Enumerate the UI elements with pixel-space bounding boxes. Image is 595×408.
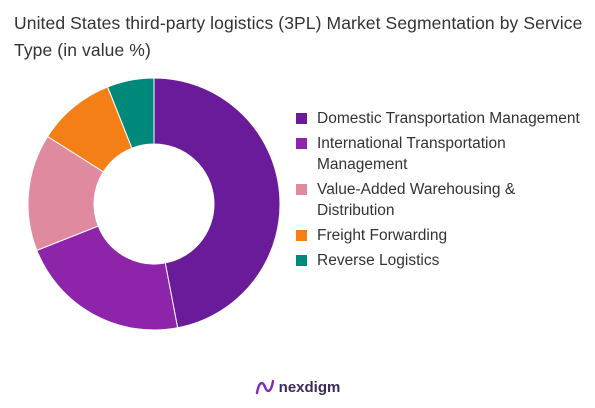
legend-swatch [296, 184, 307, 195]
legend-swatch [296, 255, 307, 266]
legend-item-4: Freight Forwarding [296, 225, 586, 246]
legend-label: Value-Added Warehousing & Distribution [317, 181, 516, 219]
legend-label: Domestic Transportation Management [317, 110, 580, 127]
brand-name: nexdigm [278, 378, 341, 396]
brand-footer: nexdigm [0, 377, 595, 397]
legend-label: Freight Forwarding [317, 227, 448, 244]
legend-swatch [296, 230, 307, 241]
legend-swatch [296, 113, 307, 124]
chart-legend: Domestic Transportation Management Intern… [296, 108, 586, 275]
legend-item-2: International Transportation Management [296, 133, 586, 175]
legend-item-3: Value-Added Warehousing & Distribution [296, 179, 586, 221]
legend-item-1: Domestic Transportation Management [296, 108, 586, 129]
legend-label: International Transportation Management [317, 135, 506, 173]
nexdigm-logo-icon [255, 379, 274, 395]
chart-title: United States third-party logistics (3PL… [14, 13, 583, 60]
legend-swatch [296, 138, 307, 149]
legend-label: Reverse Logistics [317, 252, 440, 269]
legend-item-5: Reverse Logistics [296, 250, 586, 271]
donut-slice-5 [106, 77, 155, 149]
donut-slice-2 [36, 225, 179, 331]
donut-slice-1 [153, 77, 281, 329]
